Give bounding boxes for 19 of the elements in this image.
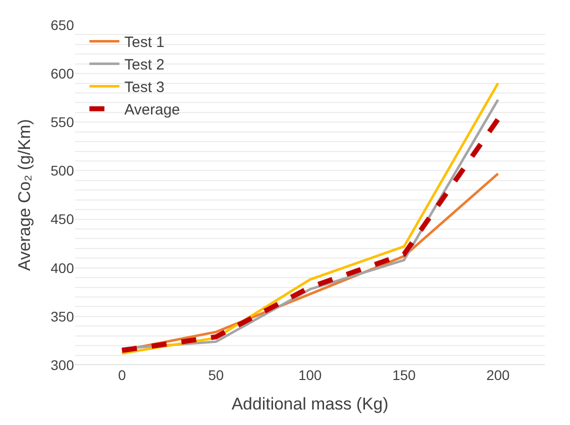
- y-tick-label: 600: [50, 65, 74, 82]
- x-axis-title: Additional mass (Kg): [232, 394, 388, 414]
- x-tick-label: 0: [118, 367, 126, 383]
- y-tick-label: 500: [50, 162, 74, 179]
- y-tick-label: 550: [50, 114, 74, 130]
- x-tick-label: 100: [298, 367, 322, 383]
- y-tick-label: 350: [50, 308, 74, 324]
- y-tick-label: 650: [50, 16, 74, 33]
- x-tick-label: 150: [392, 367, 416, 383]
- y-tick-label: 300: [50, 356, 74, 373]
- y-axis-title: Average Co₂ (g/Km): [15, 119, 34, 271]
- legend-label: Test 2: [124, 56, 164, 74]
- legend-label: Test 3: [124, 79, 164, 96]
- y-tick-label: 400: [50, 260, 74, 276]
- x-tick-label: 50: [208, 367, 224, 383]
- legend-label: Average: [124, 102, 180, 119]
- x-tick-label: 200: [486, 367, 510, 383]
- legend-label: Test 1: [124, 34, 164, 52]
- y-tick-label: 450: [50, 211, 74, 228]
